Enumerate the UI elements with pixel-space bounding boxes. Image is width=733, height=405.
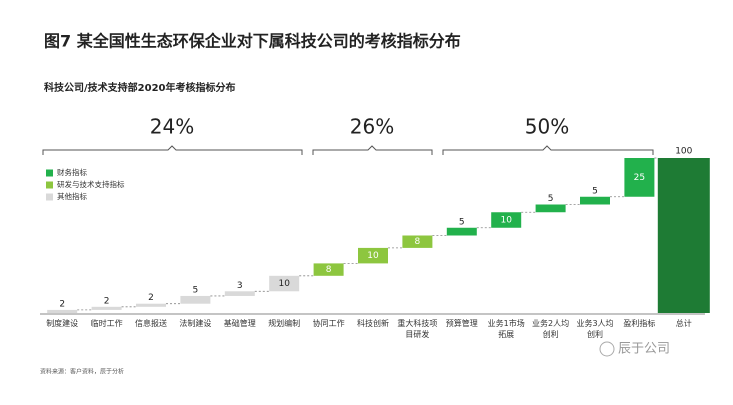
value-label: 10: [367, 251, 379, 261]
bar: [358, 247, 388, 264]
braces: [42, 145, 654, 155]
group-label: 50%: [525, 115, 569, 139]
group-label: 26%: [350, 115, 394, 139]
x-tick-label: 总计: [675, 319, 692, 328]
x-tick-label: 盈利指标: [623, 319, 656, 328]
bar: [657, 158, 710, 313]
brace: [312, 145, 433, 155]
chart-subtitle: 科技公司/技术支持部2020年考核指标分布: [44, 81, 235, 94]
bar: [446, 227, 477, 236]
value-label: 10: [500, 216, 512, 226]
value-label: 2: [59, 299, 65, 309]
value-label: 3: [237, 281, 243, 291]
x-tick-label: 业务2人均创利: [532, 319, 570, 339]
x-tick-label: 规划编制: [268, 319, 301, 328]
legend-label: 其他指标: [57, 191, 87, 201]
source: 资料来源：客户资料，辰于分析: [40, 368, 124, 376]
bar: [180, 295, 211, 304]
x-tick-label: 制度建设: [46, 319, 79, 328]
x-tick-label: 业务3人均创利: [576, 319, 614, 339]
x-tick-label: 信息报送: [135, 319, 167, 328]
x-tick-label: 协同工作: [312, 319, 345, 328]
bar: [224, 291, 255, 296]
value-label: 2: [148, 293, 154, 303]
x-tick-label: 科技创新: [357, 319, 389, 328]
value-label: 5: [193, 285, 199, 295]
brace: [42, 145, 303, 155]
x-tick-label: 基础管理: [223, 319, 256, 328]
x-tick-label: 业务1市场拓展: [487, 319, 525, 339]
chart-title: 图7 某全国性生态环保企业对下属科技公司的考核指标分布: [44, 32, 461, 51]
value-label: 100: [675, 147, 692, 157]
x-tick-label: 临时工作: [90, 319, 123, 328]
bar: [624, 158, 655, 197]
value-label: 8: [326, 265, 332, 275]
value-label: 2: [104, 296, 110, 306]
legend-label: 研发与技术支持指标: [57, 179, 125, 189]
legend-swatch: [46, 181, 53, 189]
bar: [136, 303, 166, 307]
value-label: 25: [634, 173, 645, 183]
x-tick-label: 重大科技项目研发: [397, 319, 438, 339]
watermark: 辰于公司: [618, 342, 670, 357]
bar: [91, 306, 122, 310]
legend-swatch: [46, 193, 53, 201]
value-label: 10: [278, 279, 290, 289]
bar: [402, 235, 433, 248]
value-label: 5: [459, 217, 465, 227]
value-label: 8: [415, 237, 421, 247]
bar: [313, 263, 344, 276]
x-tick-label: 法制建设: [179, 319, 212, 328]
value-label: 5: [592, 186, 598, 196]
legend-swatch: [46, 169, 53, 177]
legend-label: 财务指标: [57, 167, 87, 177]
bar: [269, 275, 300, 292]
bar: [580, 196, 610, 205]
group-label: 24%: [150, 115, 194, 139]
brace: [442, 145, 654, 155]
x-tick-label: 预算管理: [445, 319, 478, 328]
value-label: 5: [548, 194, 554, 204]
bar: [491, 212, 522, 228]
bar: [535, 204, 566, 213]
bar: [47, 309, 78, 313]
watermark-icon: [599, 341, 615, 357]
